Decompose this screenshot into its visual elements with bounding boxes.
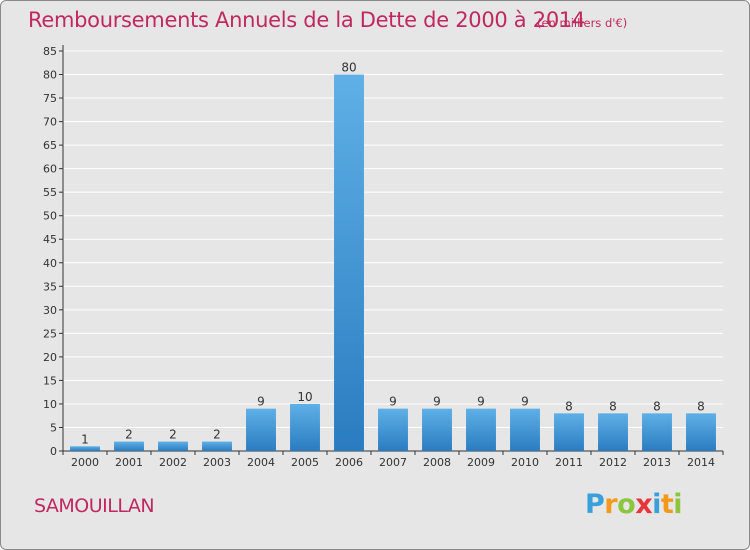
chart-title: Remboursements Annuels de la Dette de 20… — [28, 8, 585, 32]
x-tick-label-2008: 2008 — [423, 456, 451, 469]
bar-2013 — [642, 413, 672, 451]
y-tick-label: 65 — [43, 139, 57, 152]
grid-lines — [63, 50, 723, 428]
bar-2004 — [246, 408, 276, 451]
y-tick-labels: 0 5 10 15 20 25 30 35 40 45 50 55 60 65 70 75 80 85 — [43, 45, 63, 458]
y-tick-label: 60 — [43, 163, 57, 176]
bar-2001 — [114, 441, 144, 451]
y-tick-label: 40 — [43, 257, 57, 270]
data-label-2006: 80 — [341, 61, 356, 75]
y-tick-label: 55 — [43, 186, 57, 199]
data-label-2001: 2 — [125, 428, 133, 442]
x-tick-label-2009: 2009 — [467, 456, 495, 469]
data-label-2005: 10 — [297, 390, 312, 404]
x-tick-label-2011: 2011 — [555, 456, 583, 469]
y-tick-label: 85 — [43, 45, 57, 58]
x-tick-labels: 2000 2001 2002 2003 2004 2005 2006 2007 2008 2009… — [62, 451, 724, 469]
bar-2005 — [290, 403, 320, 451]
y-tick-label: 45 — [43, 233, 57, 246]
x-tick-label-2002: 2002 — [159, 456, 187, 469]
y-tick-label: 10 — [43, 398, 57, 411]
proxiti-logo: Proxiti — [585, 489, 683, 520]
chart-subtitle: (en milliers d'€) — [537, 16, 628, 30]
y-tick-label: 70 — [43, 116, 57, 129]
y-tick-label: 15 — [43, 374, 57, 387]
x-tick-label-2004: 2004 — [247, 456, 275, 469]
data-label-2004: 9 — [257, 395, 265, 409]
bar-2009 — [466, 408, 496, 451]
data-label-2003: 2 — [213, 428, 221, 442]
bar-2010 — [510, 408, 540, 451]
logo-letter: x — [635, 489, 653, 520]
x-tick-label-2010: 2010 — [511, 456, 539, 469]
axes — [62, 45, 723, 452]
y-tick-label: 80 — [43, 69, 57, 82]
logo-letter: i — [673, 489, 683, 520]
logo-letter: P — [585, 489, 605, 520]
bar-2000 — [70, 446, 100, 451]
data-label-2012: 8 — [609, 399, 617, 413]
data-label-2002: 2 — [169, 428, 177, 442]
x-tick-label-2006: 2006 — [335, 456, 363, 469]
x-tick-label-2001: 2001 — [115, 456, 143, 469]
commune-name: SAMOUILLAN — [34, 495, 155, 517]
y-tick-label: 0 — [50, 445, 57, 458]
logo-letter: i — [652, 489, 661, 520]
data-labels: 1 2 2 2 9 10 80 9 9 9 9 8 8 8 8 — [81, 61, 705, 447]
x-tick-label-2005: 2005 — [291, 456, 319, 469]
x-tick-label-2013: 2013 — [643, 456, 671, 469]
x-tick-label-2012: 2012 — [599, 456, 627, 469]
x-tick-label-2000: 2000 — [71, 456, 99, 469]
x-tick-label-2014: 2014 — [687, 456, 715, 469]
data-label-2007: 9 — [389, 395, 397, 409]
bar-2011 — [554, 413, 584, 451]
logo-letter: o — [617, 489, 636, 520]
y-tick-label: 75 — [43, 92, 57, 105]
data-label-2010: 9 — [521, 395, 529, 409]
bar-2008 — [422, 408, 452, 451]
y-tick-label: 20 — [43, 351, 57, 364]
bar-2002 — [158, 441, 188, 451]
y-tick-label: 25 — [43, 327, 57, 340]
bar-2003 — [202, 441, 232, 451]
y-tick-label: 30 — [43, 304, 57, 317]
y-tick-label: 5 — [50, 421, 57, 434]
data-label-2011: 8 — [565, 399, 573, 413]
data-label-2009: 9 — [477, 395, 485, 409]
y-tick-label: 50 — [43, 210, 57, 223]
bar-2012 — [598, 413, 628, 451]
bar-2014 — [686, 413, 716, 451]
logo-letter: r — [604, 489, 618, 520]
data-label-2008: 9 — [433, 395, 441, 409]
data-label-2014: 8 — [697, 399, 705, 413]
x-tick-label-2003: 2003 — [203, 456, 231, 469]
x-tick-label-2007: 2007 — [379, 456, 407, 469]
bar-2007 — [378, 408, 408, 451]
data-label-2013: 8 — [653, 399, 661, 413]
logo-letter: t — [660, 489, 674, 520]
y-tick-label: 35 — [43, 280, 57, 293]
bars — [70, 74, 716, 451]
data-label-2000: 1 — [81, 432, 89, 446]
bar-2006 — [334, 74, 364, 451]
